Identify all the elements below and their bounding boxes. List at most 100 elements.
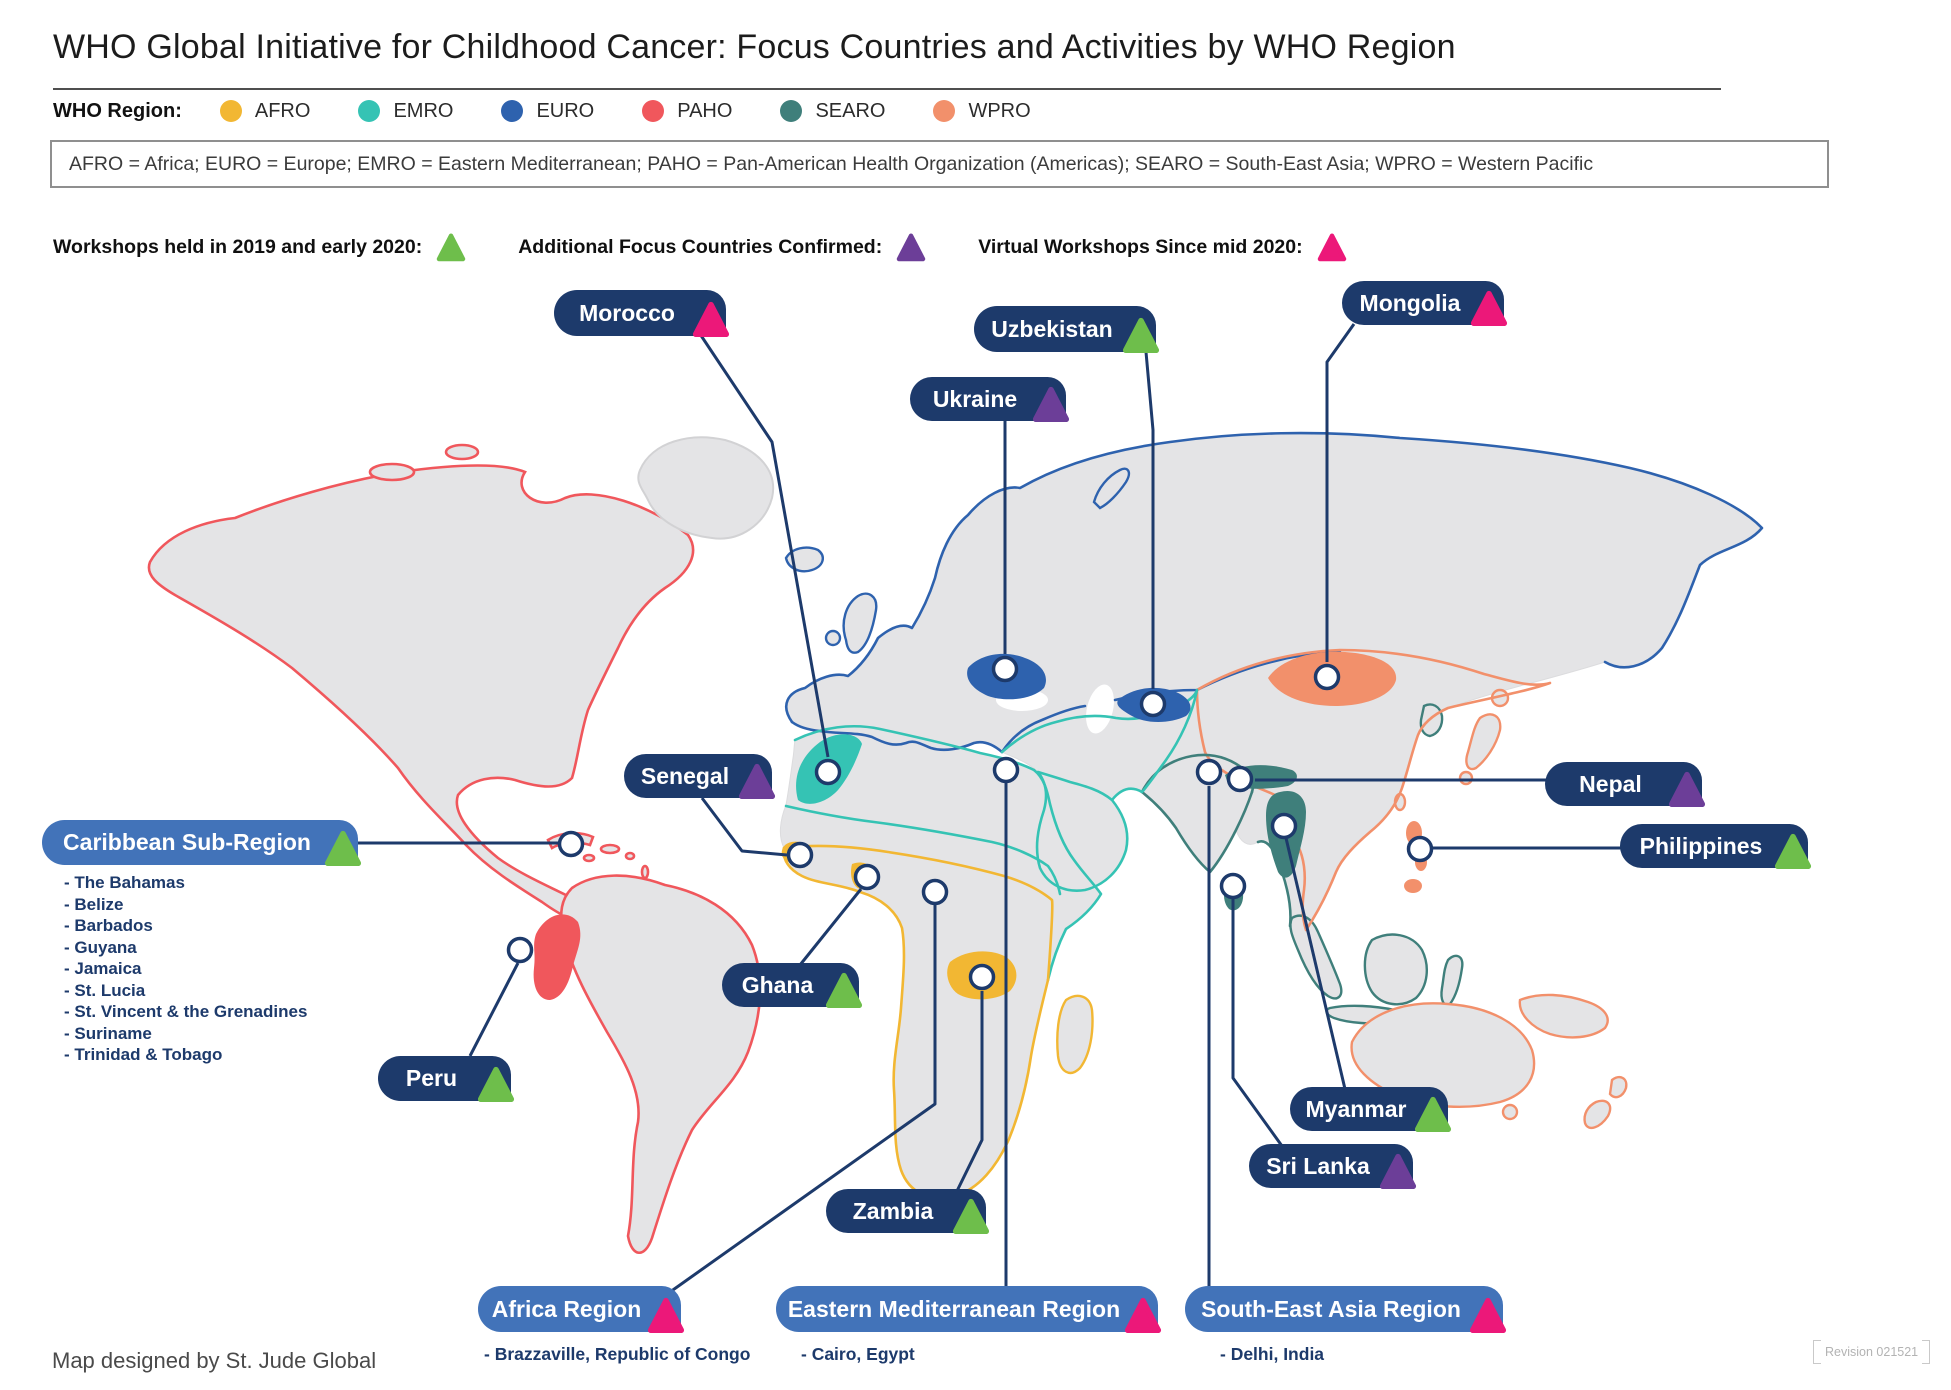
united-kingdom	[842, 592, 878, 654]
new-zealand-north	[1608, 1076, 1628, 1099]
map-credit: Map designed by St. Jude Global	[52, 1348, 377, 1373]
tasmania	[1501, 1103, 1519, 1121]
leader-line-peru	[468, 962, 520, 1057]
region-chip-label: EURO	[536, 99, 595, 122]
activity-triangle-icon	[1317, 232, 1347, 262]
activity-item-2: Virtual Workshops Since mid 2020:	[978, 232, 1346, 262]
activity-triangle-icon	[436, 232, 466, 262]
leader-line-sri-lanka	[1231, 897, 1284, 1147]
region-chip-euro: EURO	[501, 100, 594, 123]
caspian-sea	[1086, 684, 1114, 734]
ireland	[824, 629, 842, 647]
marker-sri-lanka	[1219, 872, 1247, 900]
australia	[1350, 1002, 1536, 1108]
korea	[1419, 703, 1444, 738]
region-chip-paho: PAHO	[642, 100, 732, 123]
region-legend: WHO Region: AFRO EMRO EURO PAHO SEARO WPRO	[53, 97, 1079, 125]
region-chip-emro: EMRO	[358, 100, 453, 123]
region-legend-title: WHO Region:	[53, 99, 182, 122]
madagascar	[1056, 994, 1094, 1075]
emro-color-dot	[358, 100, 381, 122]
leader-lines	[358, 323, 1626, 1299]
honshu	[1465, 713, 1502, 771]
region-outline-emro-sahel	[784, 804, 1062, 896]
arctic-island-2	[444, 443, 480, 461]
activity-triangle-icon	[896, 232, 926, 262]
jamaica	[582, 853, 596, 863]
activity-item-1: Additional Focus Countries Confirmed:	[518, 232, 926, 262]
region-chip-label: SEARO	[815, 99, 886, 122]
borneo	[1363, 933, 1428, 1006]
marker-uzbekistan	[1139, 690, 1167, 718]
marker-sea-region	[1195, 758, 1223, 786]
region-outline-euro-coast	[785, 431, 1764, 724]
sulawesi	[1440, 954, 1464, 1007]
marker-myanmar	[1270, 812, 1298, 840]
marker-zambia	[968, 963, 996, 991]
marker-morocco	[814, 758, 842, 786]
region-legend-items: AFRO EMRO EURO PAHO SEARO WPRO	[219, 99, 1079, 123]
leader-line-africa-region	[662, 904, 937, 1299]
region-chip-label: EMRO	[393, 99, 454, 122]
focus-peru	[533, 914, 581, 1000]
world-map-area: Morocco Uzbekistan Mongolia Ukraine Senegal N…	[0, 250, 1951, 1390]
novaya-zemlya	[1092, 467, 1131, 510]
activity-label: Virtual Workshops Since mid 2020:	[978, 236, 1303, 258]
north-america	[147, 464, 695, 924]
marker-nepal	[1226, 765, 1254, 793]
region-chip-searo: SEARO	[780, 100, 885, 123]
marker-senegal	[786, 841, 814, 869]
marker-peru	[506, 936, 534, 964]
abbreviation-box: AFRO = Africa; EURO = Europe; EMRO = Eas…	[50, 140, 1829, 188]
new-zealand-south	[1583, 1099, 1612, 1130]
region-chip-label: PAHO	[677, 99, 733, 122]
hispaniola	[599, 843, 621, 855]
lesser-antilles	[640, 864, 650, 880]
region-chip-wpro: WPRO	[933, 99, 1031, 123]
leader-line-zambia	[955, 991, 984, 1192]
leader-line-uzbekistan	[1144, 351, 1155, 689]
new-guinea	[1518, 993, 1609, 1039]
searo-color-dot	[780, 100, 803, 122]
location-markers	[506, 655, 1434, 991]
activity-legend: Workshops held in 2019 and early 2020: Ad…	[53, 228, 1399, 262]
revision-tag: Revision 021521	[1813, 1340, 1931, 1364]
wpro-color-dot	[933, 100, 956, 122]
activity-label: Additional Focus Countries Confirmed:	[518, 236, 883, 258]
leader-line-senegal	[700, 797, 788, 857]
paho-color-dot	[642, 100, 665, 122]
marker-mongolia	[1313, 663, 1341, 691]
puerto-rico	[624, 851, 636, 861]
activity-item-0: Workshops held in 2019 and early 2020:	[53, 232, 466, 262]
afro-color-dot	[219, 100, 242, 122]
activity-label: Workshops held in 2019 and early 2020:	[53, 236, 423, 258]
leader-line-mongolia	[1325, 323, 1356, 662]
page-title: WHO Global Initiative for Childhood Canc…	[53, 28, 1456, 66]
marker-ukraine	[991, 655, 1019, 683]
greenland	[637, 436, 775, 540]
region-outline-emro-arabia	[1035, 770, 1129, 892]
leader-line-morocco	[698, 333, 830, 758]
region-outline-emro-redsea	[1032, 768, 1103, 982]
focus-philippines-3	[1404, 879, 1422, 893]
marker-caribbean	[557, 830, 585, 858]
sumatra	[1289, 914, 1343, 1000]
marker-philippines	[1406, 835, 1434, 863]
region-chip-label: AFRO	[254, 99, 311, 122]
region-outline-emro-iran	[1000, 688, 1199, 802]
south-america	[559, 874, 762, 1255]
region-chip-afro: AFRO	[219, 99, 311, 123]
arctic-island	[368, 462, 416, 482]
marker-emed-region	[992, 756, 1020, 784]
abbreviation-text: AFRO = Africa; EURO = Europe; EMRO = Eas…	[69, 152, 1594, 175]
region-outline-afro-coast	[782, 846, 1050, 1200]
region-chip-label: WPRO	[968, 99, 1031, 122]
euro-color-dot	[501, 100, 524, 122]
kyushu	[1458, 770, 1474, 786]
leader-line-ghana	[798, 888, 863, 966]
region-outline-afro-sahel	[782, 844, 1054, 982]
marker-ghana	[853, 863, 881, 891]
leader-line-myanmar	[1284, 837, 1347, 1090]
